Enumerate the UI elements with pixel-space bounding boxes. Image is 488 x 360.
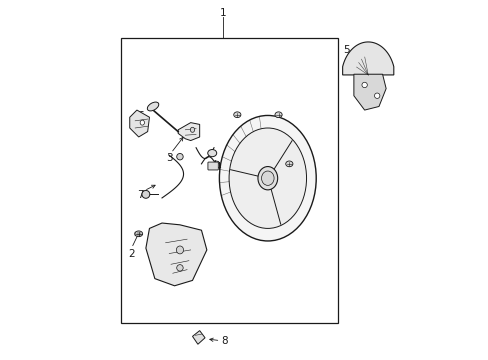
- Ellipse shape: [233, 112, 241, 118]
- Ellipse shape: [176, 265, 183, 271]
- Bar: [121, 39, 337, 323]
- Text: 2: 2: [128, 248, 135, 258]
- Ellipse shape: [135, 231, 142, 237]
- Text: 7: 7: [137, 190, 143, 200]
- Ellipse shape: [261, 171, 274, 185]
- Ellipse shape: [207, 149, 216, 157]
- Ellipse shape: [176, 153, 183, 160]
- Polygon shape: [353, 74, 386, 110]
- Ellipse shape: [142, 190, 149, 198]
- Text: 4: 4: [214, 162, 221, 172]
- Polygon shape: [342, 42, 393, 75]
- Text: 6: 6: [137, 111, 143, 121]
- Ellipse shape: [374, 93, 379, 98]
- Text: 8: 8: [221, 336, 227, 346]
- Ellipse shape: [147, 102, 159, 111]
- Ellipse shape: [258, 167, 277, 190]
- Polygon shape: [129, 110, 149, 137]
- Ellipse shape: [219, 116, 316, 241]
- Ellipse shape: [140, 120, 144, 125]
- FancyBboxPatch shape: [207, 162, 218, 170]
- Ellipse shape: [228, 128, 306, 228]
- Ellipse shape: [285, 161, 292, 167]
- Ellipse shape: [190, 127, 194, 132]
- Text: 3: 3: [165, 153, 172, 163]
- Polygon shape: [192, 330, 204, 344]
- Ellipse shape: [274, 112, 282, 118]
- Ellipse shape: [176, 246, 183, 254]
- Text: 1: 1: [219, 8, 226, 18]
- Text: 5: 5: [343, 45, 349, 55]
- Polygon shape: [178, 123, 199, 140]
- Ellipse shape: [361, 82, 366, 87]
- Polygon shape: [145, 223, 206, 286]
